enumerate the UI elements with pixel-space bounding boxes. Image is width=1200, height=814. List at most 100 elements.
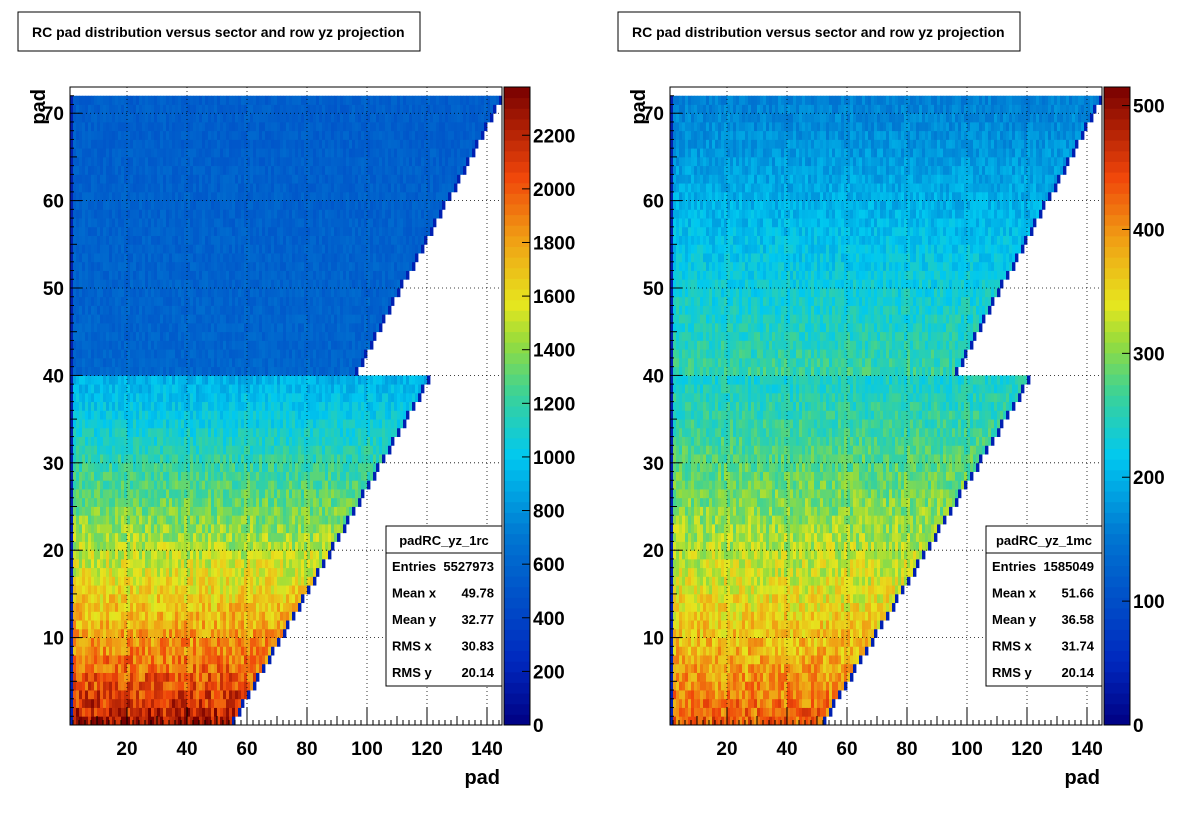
heat-cell <box>295 331 299 341</box>
heat-cell <box>259 655 263 665</box>
heat-cell <box>343 497 347 507</box>
heat-cell <box>304 314 308 324</box>
heat-cell <box>292 576 296 586</box>
heat-cell <box>181 384 185 394</box>
heat-cell <box>358 419 362 429</box>
heat-cell <box>271 471 275 481</box>
heat-cell <box>256 357 260 368</box>
heat-cell <box>106 436 110 446</box>
heat-cell <box>337 506 341 516</box>
heat-cell <box>85 690 89 700</box>
heat-cell <box>133 523 137 534</box>
heat-cell <box>226 279 230 289</box>
heat-cell <box>289 322 293 333</box>
heat-cell <box>130 349 134 359</box>
heat-cell <box>289 593 293 604</box>
heat-cell <box>133 375 137 385</box>
heat-cell <box>310 366 314 376</box>
heat-cell <box>238 401 242 411</box>
heat-cell <box>313 296 317 306</box>
heat-cell <box>175 593 179 604</box>
heat-cell <box>256 436 260 446</box>
heat-cell <box>229 331 233 341</box>
heat-cell <box>268 480 272 490</box>
heat-cell <box>112 366 116 376</box>
heat-cell <box>103 288 107 298</box>
heat-cell <box>115 707 119 717</box>
heat-cell <box>325 305 329 315</box>
heat-cell <box>244 288 248 298</box>
heat-cell <box>397 419 401 429</box>
heat-cell <box>202 655 206 665</box>
heat-cell <box>163 480 167 490</box>
heat-cell <box>127 253 131 263</box>
heat-cell <box>124 340 128 350</box>
heat-cell <box>178 506 182 516</box>
heat-cell <box>229 541 233 551</box>
heat-cell <box>322 523 326 534</box>
heat-cell <box>160 585 164 595</box>
heat-cell <box>142 541 146 551</box>
heat-cell <box>121 558 125 569</box>
heat-cell <box>319 401 323 411</box>
heat-cell <box>262 305 266 315</box>
heat-cell <box>133 646 137 656</box>
heat-cell <box>271 436 275 446</box>
heat-cell <box>322 480 326 490</box>
heat-cell <box>145 322 149 333</box>
heat-cell <box>268 349 272 359</box>
heat-cell <box>154 646 158 656</box>
heat-cell <box>256 419 260 429</box>
heat-cell <box>163 322 167 333</box>
heat-cell <box>70 288 74 298</box>
heat-cell <box>151 593 155 604</box>
heat-cell <box>97 523 101 534</box>
heat-cell <box>142 401 146 411</box>
heat-cell <box>127 672 131 682</box>
heat-cell <box>178 340 182 350</box>
heat-cell <box>148 567 152 577</box>
heat-cell <box>307 305 311 315</box>
heat-cell <box>256 331 260 341</box>
heat-cell <box>127 427 131 437</box>
heat-cell <box>199 567 203 577</box>
heat-cell <box>163 672 167 682</box>
heat-cell <box>325 314 329 324</box>
heat-cell <box>166 253 170 263</box>
heat-cell <box>109 401 113 411</box>
heat-cell <box>292 331 296 341</box>
heat-cell <box>232 541 236 551</box>
left-panel: RC pad distribution versus sector and ro… <box>17 11 575 789</box>
heat-cell <box>115 585 119 595</box>
heat-cell <box>160 436 164 446</box>
heat-cell <box>178 698 182 708</box>
heat-cell <box>196 253 200 263</box>
heat-cell <box>79 567 83 577</box>
heat-cell <box>190 576 194 586</box>
heat-cell <box>271 288 275 298</box>
heat-cell <box>208 576 212 586</box>
heat-cell <box>361 349 365 359</box>
heat-cell <box>364 436 368 446</box>
heat-cell <box>376 314 380 324</box>
heat-cell <box>277 436 281 446</box>
heat-cell <box>169 655 173 665</box>
heat-cell <box>373 296 377 306</box>
heat-cell <box>241 462 245 472</box>
heat-cell <box>163 637 167 647</box>
heat-cell <box>229 480 233 490</box>
heat-cell <box>280 340 284 350</box>
heat-cell <box>277 445 281 455</box>
heat-cell <box>277 523 281 534</box>
heat-cell <box>79 375 83 385</box>
heat-cell <box>334 523 338 534</box>
heat-cell <box>184 646 188 656</box>
heat-cell <box>193 384 197 394</box>
heat-cell <box>139 410 143 420</box>
heat-cell <box>166 427 170 437</box>
heat-cell <box>226 672 230 682</box>
heat-cell <box>94 585 98 595</box>
heat-cell <box>172 541 176 551</box>
heat-cell <box>388 288 392 298</box>
heat-cell <box>94 637 98 647</box>
